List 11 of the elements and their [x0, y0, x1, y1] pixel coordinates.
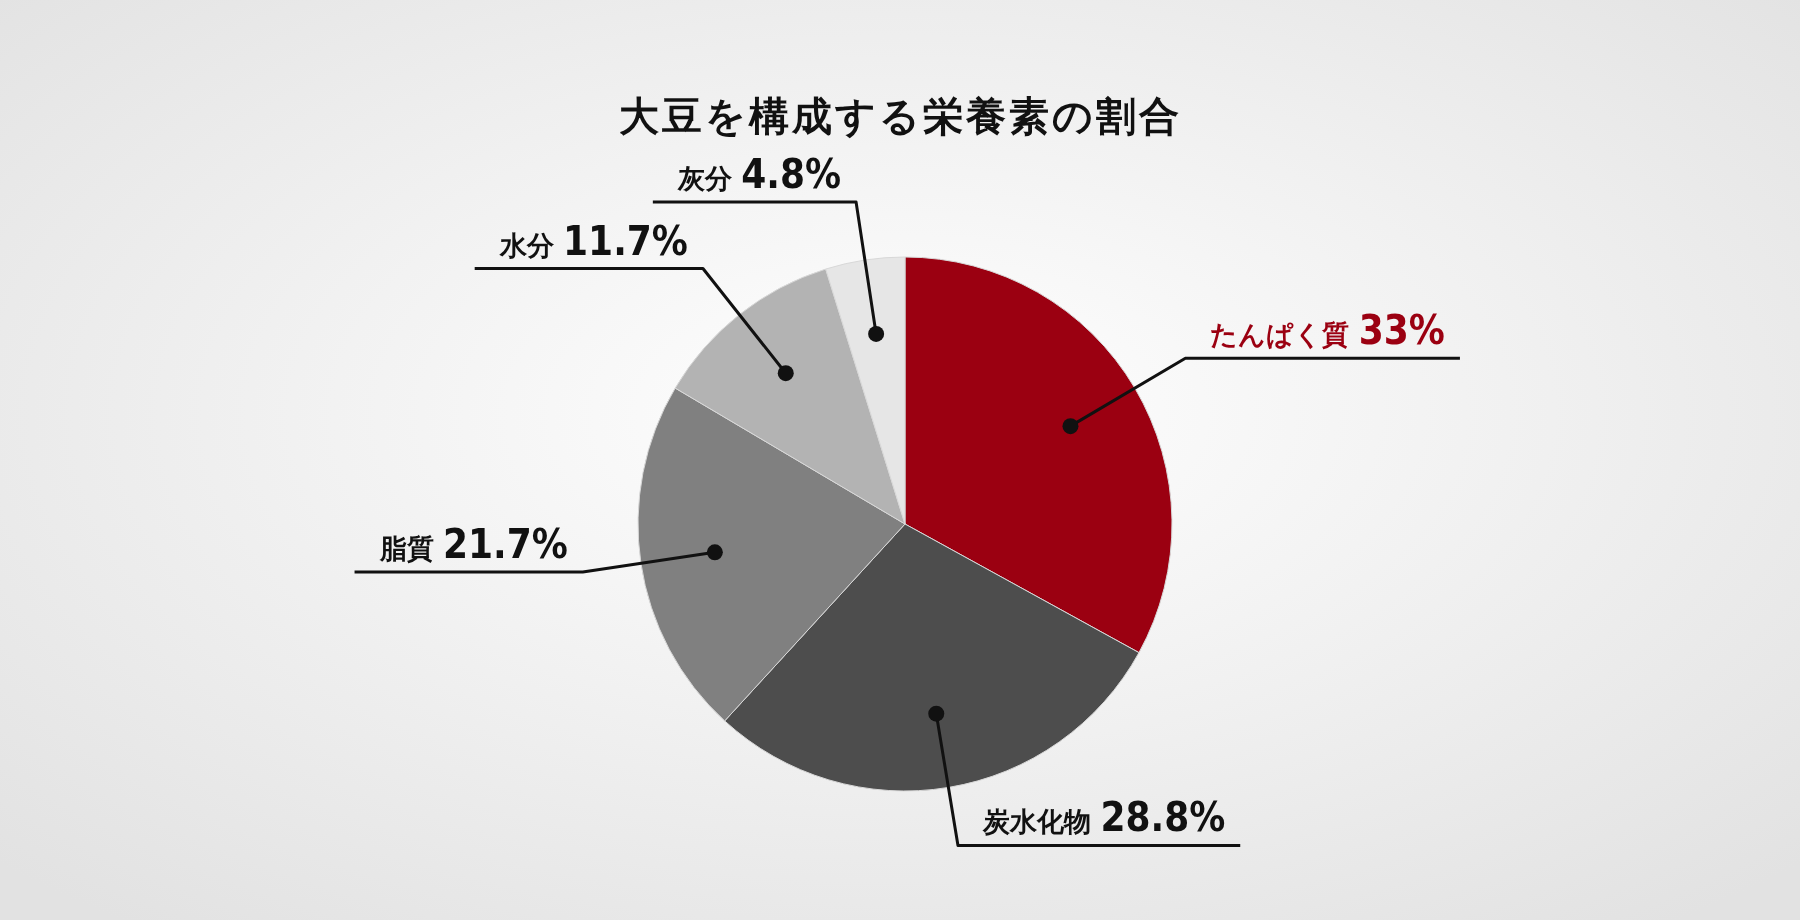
data-label: 4.8%	[741, 150, 842, 197]
chart-title: 大豆を構成する栄養素の割合	[618, 93, 1182, 139]
slice-label: たんぱく質	[1210, 319, 1359, 351]
slice-label: 炭水化物	[981, 806, 1101, 838]
slice-label: 脂質	[378, 532, 443, 564]
data-label: 28.8%	[1100, 794, 1226, 841]
slice-label: 水分	[498, 229, 564, 261]
data-label: 11.7%	[563, 217, 688, 264]
data-label: 21.7%	[442, 520, 568, 567]
slice-label: 灰分	[676, 162, 742, 194]
data-label: 33%	[1358, 307, 1445, 354]
